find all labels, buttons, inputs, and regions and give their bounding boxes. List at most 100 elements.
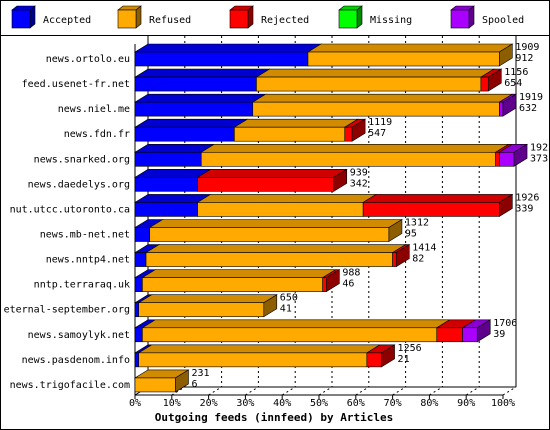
bar-segment bbox=[480, 76, 489, 92]
bar-segment-top bbox=[133, 143, 216, 153]
data-label-count: 39 bbox=[493, 329, 505, 340]
bar-segment bbox=[134, 302, 139, 318]
bar-segment-top bbox=[251, 93, 514, 103]
legend-swatch-side bbox=[356, 5, 363, 29]
legend-item: Spooled bbox=[450, 5, 524, 29]
bar-end-cap bbox=[502, 93, 517, 117]
bar-segment-top bbox=[255, 68, 495, 78]
bar-segment bbox=[495, 151, 500, 167]
bar-end-cap bbox=[263, 294, 278, 318]
bar-segment-top bbox=[196, 194, 378, 203]
legend-item: Refused bbox=[117, 5, 191, 29]
category-label: eternal-september.org bbox=[4, 305, 130, 316]
bar-end-cap bbox=[395, 244, 410, 268]
bar-end-cap bbox=[388, 218, 403, 243]
x-tick-label: 0% bbox=[129, 398, 141, 409]
data-label-count: 6 bbox=[191, 379, 197, 390]
x-tick-label: 20% bbox=[200, 398, 218, 409]
legend-swatch bbox=[450, 9, 470, 29]
bar-segment-top bbox=[148, 219, 403, 228]
bar-segment-top bbox=[141, 269, 337, 278]
category-label: nntp.terraraq.uk bbox=[34, 280, 130, 291]
legend-swatch bbox=[338, 9, 358, 29]
bar-segment bbox=[142, 327, 438, 343]
bar-segment-top bbox=[133, 68, 271, 78]
bar-segment bbox=[462, 327, 478, 343]
legend-label: Accepted bbox=[43, 15, 91, 26]
bar-segment bbox=[307, 51, 500, 67]
bar-segment-top bbox=[200, 143, 510, 153]
category-label: news.mb-net.net bbox=[40, 230, 130, 241]
x-axis-title: Outgoing feeds (innfeed) by Articles bbox=[155, 411, 393, 424]
bar-segment bbox=[138, 302, 265, 318]
data-label-count: 21 bbox=[398, 354, 410, 365]
legend-label: Rejected bbox=[261, 15, 309, 26]
x-tick-label: 40% bbox=[273, 398, 291, 409]
data-label-count: 632 bbox=[519, 103, 537, 114]
data-label-total: 1312 bbox=[405, 218, 429, 229]
bar-segment-top bbox=[137, 294, 278, 304]
bar-segment bbox=[134, 252, 147, 267]
bar-end-cap bbox=[499, 43, 513, 67]
bar-segment bbox=[138, 352, 368, 368]
legend-swatch-side bbox=[468, 5, 475, 29]
data-label-count: 547 bbox=[368, 128, 386, 139]
bar-segment bbox=[145, 252, 393, 267]
data-label-total: 1119 bbox=[368, 117, 392, 128]
bar-segment bbox=[362, 202, 500, 217]
bar-segment bbox=[366, 352, 382, 368]
legend-item: Rejected bbox=[229, 5, 309, 29]
category-label: news.trigofacile.com bbox=[10, 380, 130, 391]
bar-end-cap bbox=[333, 168, 348, 192]
category-label: news.samoylyk.net bbox=[28, 330, 130, 341]
bar-segment bbox=[134, 227, 151, 242]
bar-segment bbox=[134, 51, 309, 67]
data-label-total: 1706 bbox=[493, 318, 517, 329]
data-label-total: 650 bbox=[280, 293, 298, 304]
bar-segment bbox=[322, 277, 327, 292]
data-label-total: 1414 bbox=[412, 243, 436, 254]
data-label-total: 988 bbox=[342, 268, 360, 279]
legend: Accepted Refused Rejected Missing Spooled bbox=[11, 5, 524, 29]
data-label-total: 1919 bbox=[519, 92, 543, 103]
bar-end-cap bbox=[499, 193, 513, 217]
x-tick-label: 30% bbox=[236, 398, 254, 409]
data-label-count: 46 bbox=[342, 279, 354, 290]
data-label-total: 231 bbox=[191, 368, 209, 379]
legend-swatch bbox=[229, 9, 249, 29]
x-tick-label: 60% bbox=[347, 398, 365, 409]
bar-segment bbox=[142, 277, 323, 292]
data-label-count: 82 bbox=[412, 254, 424, 265]
x-tick-label: 50% bbox=[310, 398, 328, 409]
bar-segment bbox=[134, 101, 254, 117]
category-label: news.fdn.fr bbox=[64, 129, 130, 140]
legend-label: Spooled bbox=[482, 15, 524, 26]
x-tick-label: 90% bbox=[457, 398, 475, 409]
legend-swatch-side bbox=[29, 5, 36, 29]
x-tick-label: 100% bbox=[491, 398, 515, 409]
data-label-total: 939 bbox=[350, 167, 368, 178]
category-label: news.pasdenom.info bbox=[22, 355, 130, 366]
category-label: nut.utcc.utoronto.ca bbox=[10, 204, 130, 215]
bar-end-cap bbox=[513, 143, 528, 167]
data-label-count: 342 bbox=[350, 178, 368, 189]
category-label: news.daedelys.org bbox=[28, 179, 130, 190]
legend-item: Accepted bbox=[11, 5, 91, 29]
x-tick-label: 10% bbox=[163, 398, 181, 409]
bar-segment-top bbox=[137, 344, 381, 354]
bar-segment bbox=[134, 277, 143, 292]
bar-segment bbox=[234, 126, 346, 142]
category-label: news.niel.me bbox=[58, 104, 130, 115]
bar-segment bbox=[134, 352, 139, 368]
legend-label: Missing bbox=[370, 15, 412, 26]
bar-segment bbox=[134, 327, 143, 343]
category-label: news.nntp4.net bbox=[46, 255, 130, 266]
bar-end-cap bbox=[487, 68, 502, 92]
legend-swatch-side bbox=[135, 5, 142, 29]
bar-segment-top bbox=[133, 93, 267, 103]
bar-segment-top bbox=[133, 118, 249, 128]
bar-segment bbox=[197, 202, 364, 217]
bar-segment bbox=[134, 151, 202, 167]
data-label-total: 1256 bbox=[398, 343, 422, 354]
data-label-total: 1926 bbox=[515, 192, 539, 203]
